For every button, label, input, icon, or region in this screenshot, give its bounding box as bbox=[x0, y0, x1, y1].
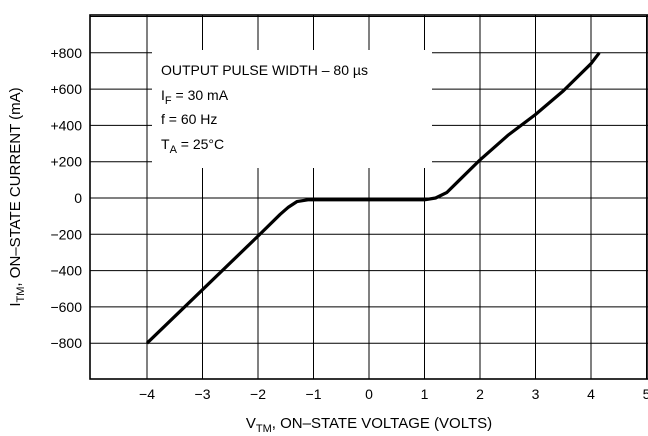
x-tick-label: 4 bbox=[587, 386, 595, 402]
y-tick-labels: +800 +600 +400 +200 0 −200 −400 −600 −800 bbox=[50, 45, 82, 351]
y-tick-label: +800 bbox=[50, 45, 82, 61]
annotation-line: OUTPUT PULSE WIDTH – 80 µs bbox=[161, 62, 368, 78]
annotation-main: T bbox=[161, 136, 170, 152]
y-tick-label: +200 bbox=[50, 154, 82, 170]
annotation-sub: A bbox=[170, 144, 178, 156]
annotation-main: I bbox=[161, 87, 165, 103]
y-axis-label: ITM, ON–STATE CURRENT (mA) bbox=[7, 87, 27, 306]
x-axis-label-sub: TM bbox=[256, 423, 272, 435]
annotation-main: OUTPUT PULSE WIDTH – 80 µs bbox=[161, 62, 368, 78]
x-tick-label: 0 bbox=[365, 386, 373, 402]
y-axis-label-sub: TM bbox=[15, 287, 27, 303]
y-tick-label: −200 bbox=[50, 226, 82, 242]
x-tick-labels: −4 −3 −2 −1 0 1 2 3 4 5 bbox=[139, 386, 648, 402]
x-tick-label: −2 bbox=[250, 386, 266, 402]
y-tick-label: −400 bbox=[50, 263, 82, 279]
y-tick-label: 0 bbox=[74, 190, 82, 206]
y-tick-label: −800 bbox=[50, 335, 82, 351]
x-axis-label-main: V bbox=[246, 415, 256, 432]
y-tick-label: −600 bbox=[50, 299, 82, 315]
annotation-rest: = 30 mA bbox=[172, 87, 229, 103]
x-tick-label: 3 bbox=[532, 386, 540, 402]
x-tick-label: −1 bbox=[306, 386, 322, 402]
conditions-annotation: OUTPUT PULSE WIDTH – 80 µs IF = 30 mA f = … bbox=[161, 62, 368, 156]
annotation-line: f = 60 Hz bbox=[161, 111, 217, 127]
annotation-sub: F bbox=[165, 95, 172, 107]
y-tick-label: +400 bbox=[50, 117, 82, 133]
x-tick-label: 1 bbox=[421, 386, 429, 402]
y-axis-label-main: I bbox=[7, 302, 24, 306]
annotation-main: f = 60 Hz bbox=[161, 111, 217, 127]
x-tick-label: 5 bbox=[643, 386, 648, 402]
x-axis-label-rest: , ON–STATE VOLTAGE (VOLTS) bbox=[272, 415, 492, 432]
x-tick-label: −4 bbox=[139, 386, 155, 402]
on-state-curve bbox=[145, 51, 601, 345]
y-tick-label: +600 bbox=[50, 81, 82, 97]
annotation-line: IF = 30 mA bbox=[161, 87, 229, 107]
plot-frame bbox=[89, 14, 648, 380]
annotation-box bbox=[152, 50, 432, 168]
annotation-line: TA = 25°C bbox=[161, 136, 224, 156]
annotation-rest: = 25°C bbox=[177, 136, 224, 152]
x-axis-label: VTM, ON–STATE VOLTAGE (VOLTS) bbox=[246, 415, 492, 435]
x-tick-label: 2 bbox=[476, 386, 484, 402]
y-axis-label-rest: , ON–STATE CURRENT (mA) bbox=[7, 87, 24, 286]
x-tick-label: −3 bbox=[195, 386, 211, 402]
